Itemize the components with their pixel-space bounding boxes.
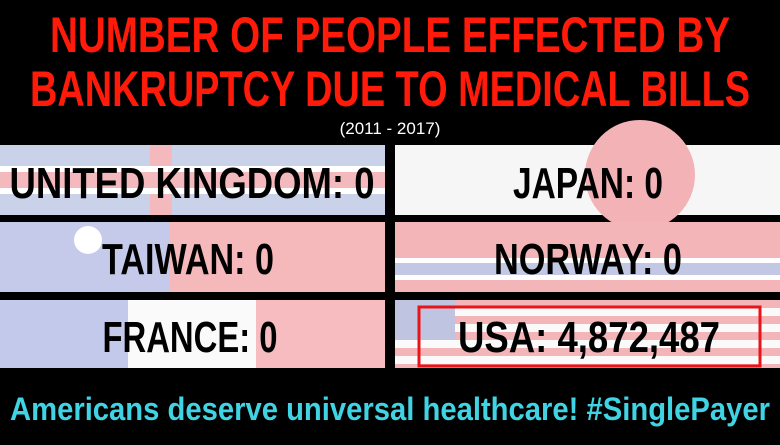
country-stat: USA: 4,872,487 (458, 313, 720, 362)
country-stat: NORWAY: 0 (494, 235, 682, 284)
flag-uk (0, 145, 385, 215)
flag-taiwan (0, 222, 385, 292)
footer-message: Americans deserve universal healthcare! … (10, 391, 770, 427)
title-line: BANKRUPTCY DUE TO MEDICAL BILLS (30, 61, 750, 117)
title-line: NUMBER OF PEOPLE EFFECTED BY (50, 7, 730, 63)
country-stat: TAIWAN: 0 (102, 235, 274, 284)
country-stat: FRANCE: 0 (103, 313, 278, 362)
highlight-box (417, 305, 762, 368)
flag-france (0, 300, 385, 368)
country-stat: UNITED KINGDOM: 0 (10, 159, 375, 208)
subtitle: (2011 - 2017) (340, 119, 441, 138)
flag-norway (395, 222, 780, 292)
flag-usa (395, 300, 780, 368)
flag-japan (395, 120, 780, 230)
country-stat: JAPAN: 0 (513, 159, 663, 208)
